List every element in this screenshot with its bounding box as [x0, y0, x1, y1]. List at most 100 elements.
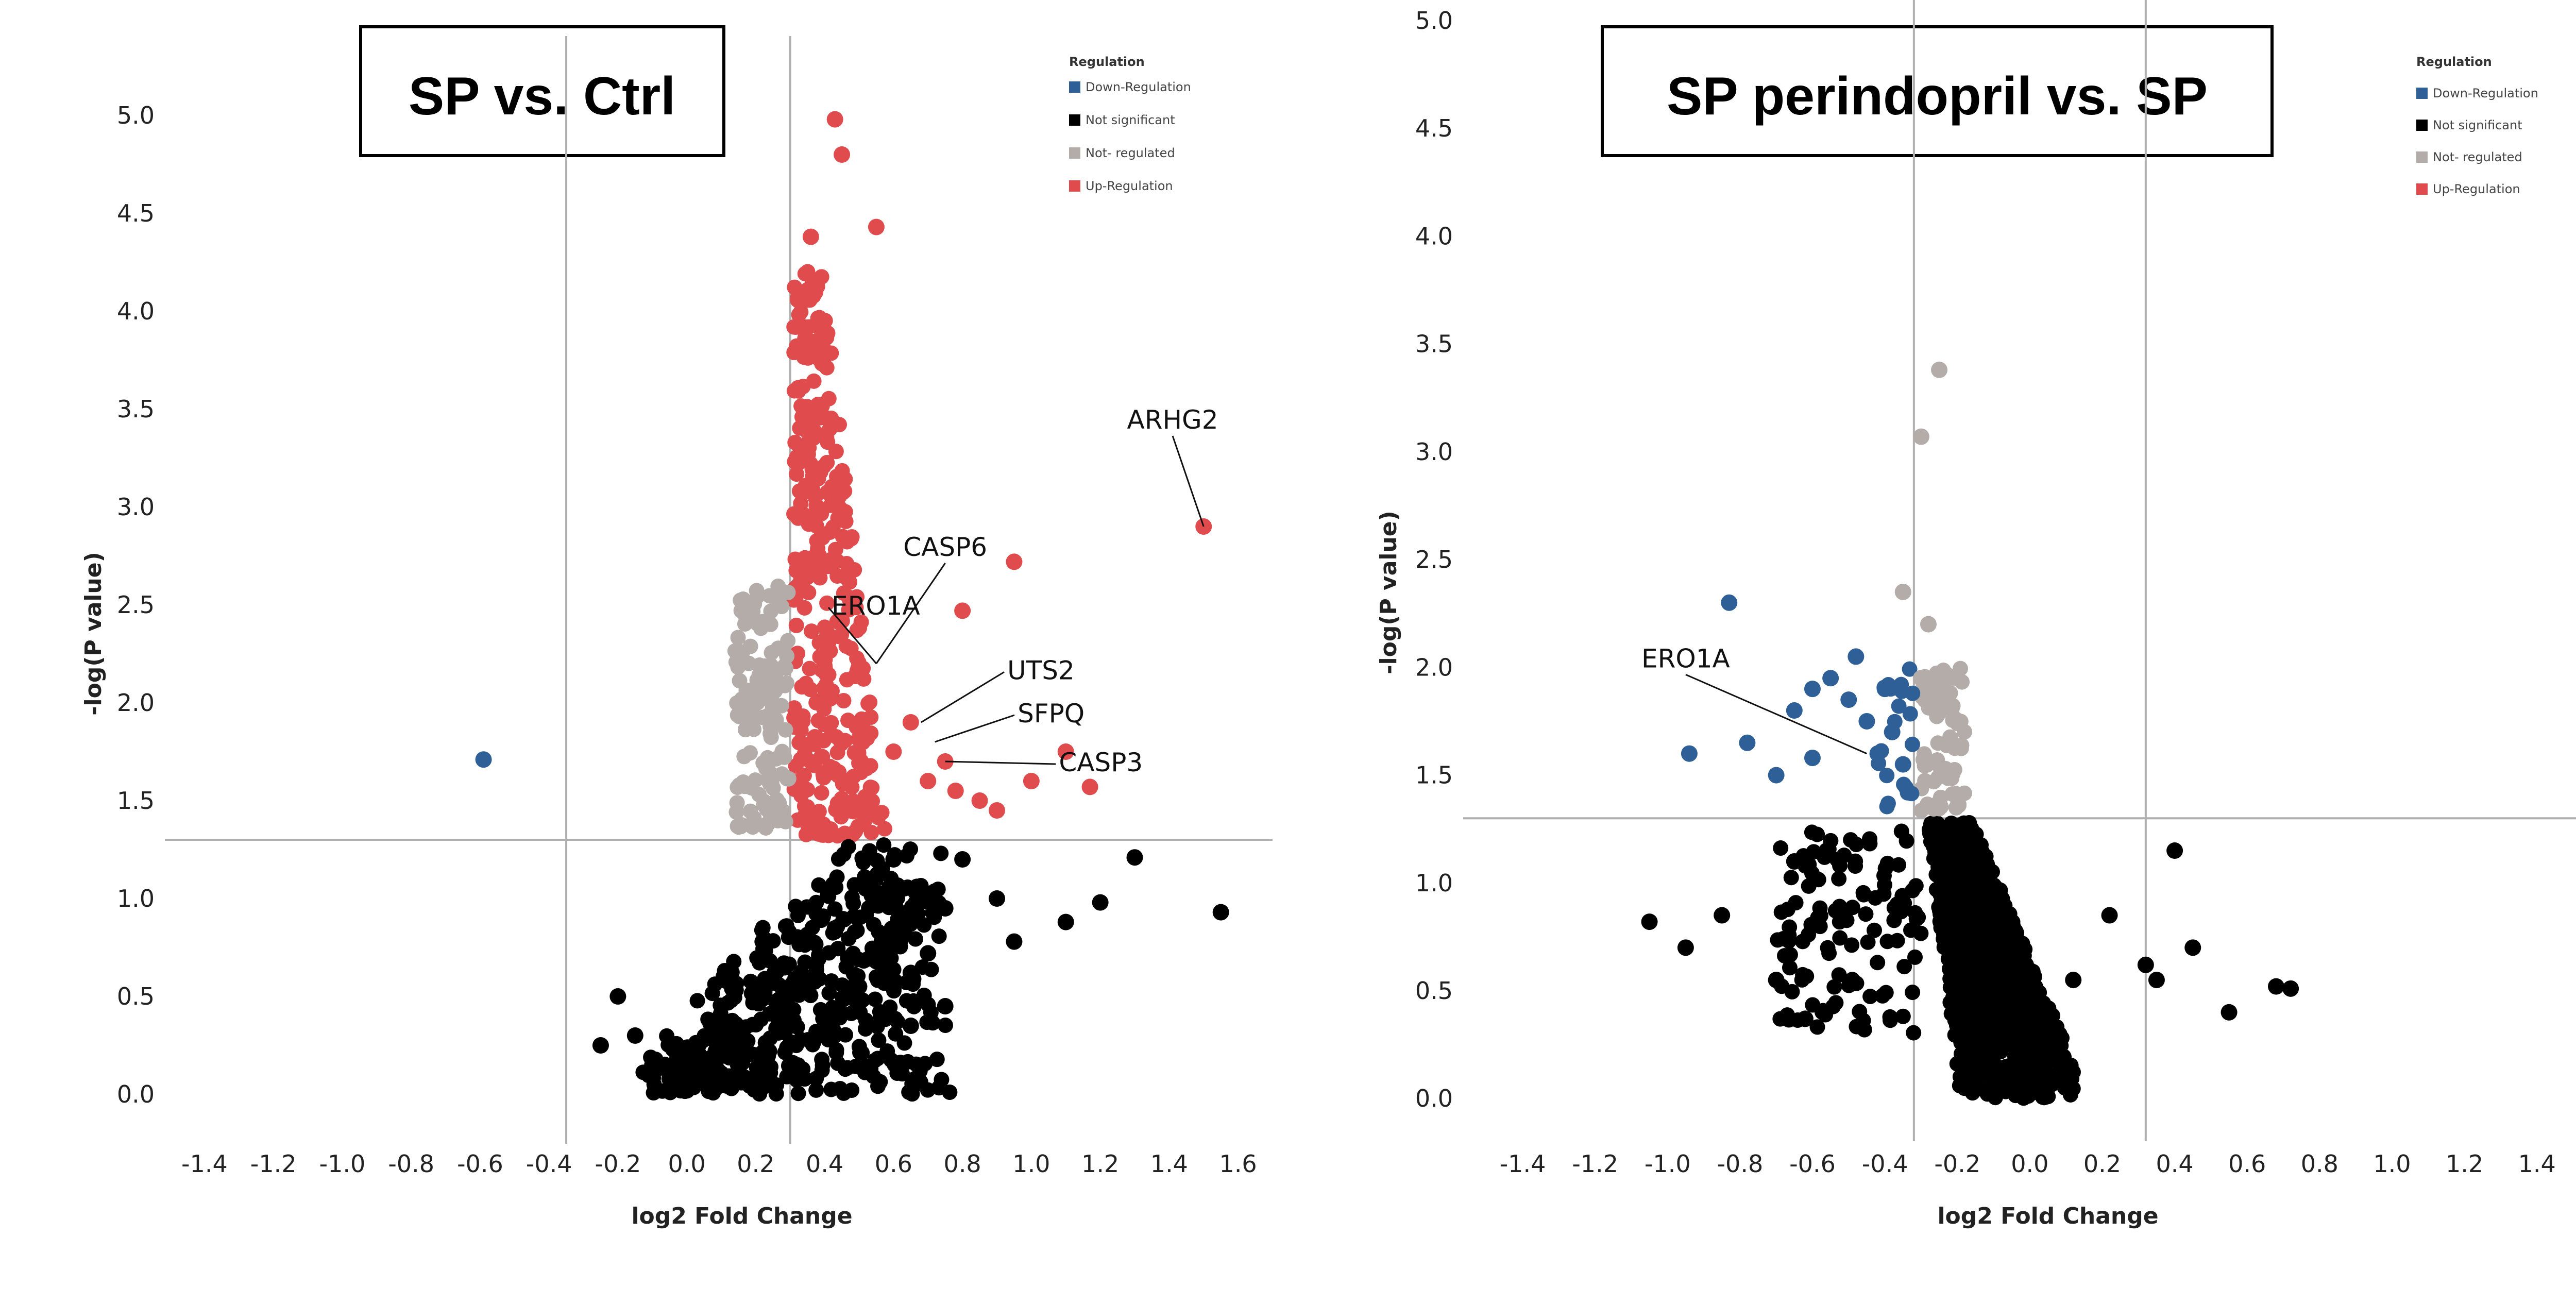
not-regulated-point: [753, 620, 769, 636]
not-significant-point: [1961, 815, 1977, 831]
up-regulated-point: [821, 635, 837, 651]
not-significant-point: [1941, 945, 1957, 961]
not-regulated-point: [733, 592, 749, 608]
not-regulated-point: [764, 693, 780, 709]
x-tick-label: -1.2: [250, 1150, 297, 1178]
up-regulated-point: [802, 661, 818, 676]
up-regulated-point: [838, 638, 854, 654]
up-regulated-point: [877, 821, 893, 837]
up-regulated-point: [874, 805, 890, 821]
data-point: [2065, 972, 2082, 989]
not-significant-point: [1936, 832, 1952, 848]
not-significant-point: [926, 909, 942, 925]
not-regulated-point: [729, 795, 745, 811]
not-significant-point: [879, 972, 895, 988]
not-significant-point: [942, 1084, 958, 1100]
not-significant-point: [1889, 933, 1905, 949]
up-regulated-point: [796, 600, 812, 616]
not-regulated-point: [749, 583, 765, 599]
not-significant-point: [1891, 857, 1907, 873]
x-tick-label: 1.4: [1150, 1150, 1188, 1178]
up-regulated-point: [807, 736, 823, 752]
gene-annotations: ERO1A: [1641, 643, 1868, 755]
not-regulated-point: [730, 659, 746, 675]
not-significant-point: [1982, 903, 1998, 919]
data-point: [1858, 713, 1875, 730]
not-regulated-point: [1940, 770, 1956, 786]
not-significant-point: [1952, 1078, 1968, 1094]
not-significant-point: [857, 1021, 873, 1037]
not-significant-point: [799, 969, 815, 985]
not-significant-point: [2044, 1008, 2060, 1024]
gene-label: ERO1A: [832, 591, 920, 621]
not-regulated-point: [748, 772, 764, 788]
x-tick-label: 1.0: [2373, 1150, 2411, 1178]
not-significant-point: [888, 1026, 904, 1042]
data-point: [868, 953, 885, 970]
legend-swatch-up: [2416, 183, 2428, 195]
data-point: [1931, 691, 1948, 708]
not-significant-point: [1908, 878, 1924, 894]
up-regulated-point: [812, 570, 828, 586]
data-point: [937, 900, 954, 917]
not-regulated-point: [758, 678, 774, 693]
annotation-pointer: [1685, 673, 1868, 755]
x-axis-label: log2 Fold Change: [631, 1203, 852, 1229]
data-point: [1057, 743, 1074, 760]
not-significant-point: [1978, 1065, 1994, 1081]
not-significant-point: [824, 1000, 840, 1015]
x-tick-label: -1.0: [319, 1150, 365, 1178]
data-point: [592, 1037, 609, 1054]
not-significant-point: [827, 901, 843, 917]
not-significant-point: [740, 1033, 756, 1049]
not-regulated-point: [756, 793, 772, 809]
not-significant-point: [810, 947, 826, 963]
not-significant-point: [934, 1072, 950, 1088]
not-regulated-point: [761, 588, 777, 604]
up-regulated-point: [811, 310, 827, 326]
not-significant-point: [1782, 960, 1798, 976]
data-point: [1822, 670, 1839, 687]
data-point: [1912, 670, 1929, 687]
not-significant-point: [2061, 1073, 2077, 1089]
y-tick-label: 0.0: [117, 1080, 155, 1108]
data-point: [954, 602, 971, 619]
up-regulated-point: [857, 789, 873, 805]
chart-title: SP perindopril vs. SP: [1667, 66, 2208, 126]
down-regulated-point: [1902, 706, 1918, 722]
data-point: [661, 1070, 678, 1087]
data-point: [2267, 978, 2284, 995]
not-significant-point: [823, 973, 839, 989]
not-significant-point: [812, 1002, 828, 1018]
not-significant-point: [757, 1035, 773, 1051]
x-tick-label: 0.0: [668, 1150, 706, 1178]
not-significant-point: [777, 918, 793, 934]
y-tick-label: 1.5: [1415, 761, 1453, 789]
not-significant-point: [837, 1061, 853, 1077]
legend-title: Regulation: [1069, 55, 1145, 69]
legend-swatch-notreg: [2416, 151, 2428, 163]
not-significant-point: [1905, 985, 1921, 1001]
data-point: [989, 890, 1005, 907]
not-significant-point: [1860, 934, 1876, 950]
data-point: [868, 218, 885, 235]
data-point: [679, 1082, 696, 1099]
not-significant-point: [1931, 899, 1947, 915]
not-significant-point: [848, 951, 864, 967]
not-significant-point: [863, 888, 879, 904]
up-regulated-point: [860, 696, 876, 712]
down-regulated-point: [1879, 768, 1895, 784]
up-regulated-point: [833, 736, 849, 752]
up-regulated-point: [814, 526, 829, 541]
not-significant-point: [2015, 1005, 2031, 1021]
not-regulated-point: [769, 792, 785, 808]
not-significant-point: [931, 928, 947, 944]
up-regulated-point: [853, 614, 869, 630]
not-significant-point: [778, 1022, 794, 1038]
y-axis-label: -log(P value): [80, 552, 107, 715]
y-tick-label: 4.0: [117, 297, 155, 325]
legend-swatch-notsig: [2416, 120, 2428, 131]
data-point: [609, 988, 626, 1005]
not-regulated-point: [764, 645, 779, 661]
volcano-plot-sp-perindopril-vs-sp: SP perindopril vs. SP Regulation Down-Re…: [1376, 0, 2576, 1229]
